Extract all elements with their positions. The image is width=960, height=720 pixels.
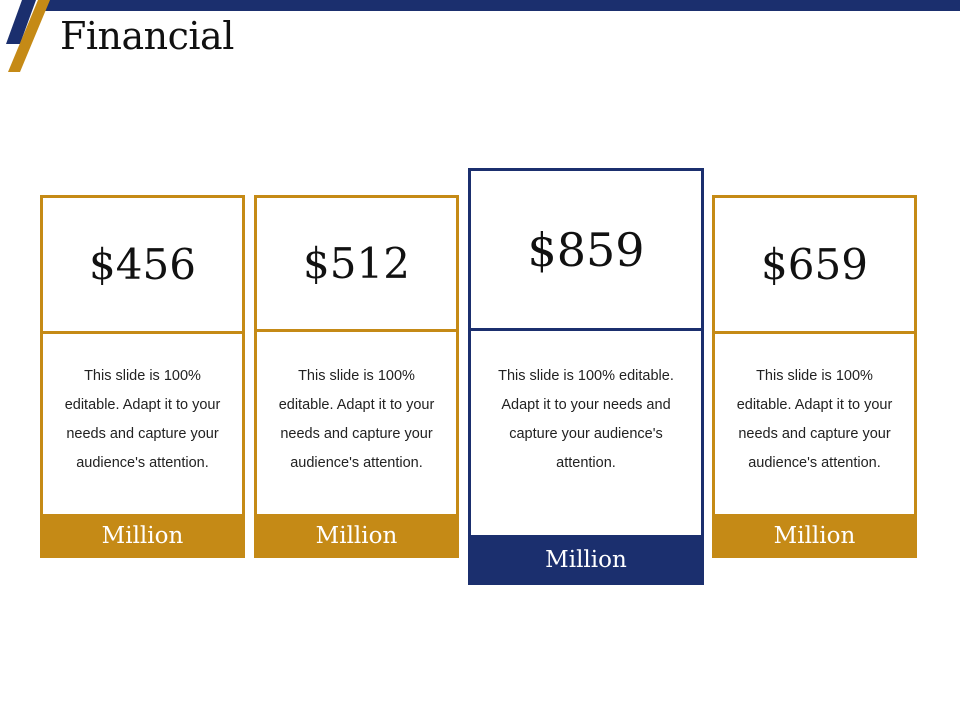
slash-logo-icon	[6, 0, 50, 72]
price-card-4: $659 This slide is 100% editable. Adapt …	[712, 195, 917, 558]
price-value: $859	[527, 222, 645, 277]
card-description: This slide is 100% editable. Adapt it to…	[278, 368, 435, 471]
price-value: $659	[761, 240, 868, 289]
price-card-2: $512 This slide is 100% editable. Adapt …	[254, 195, 459, 558]
unit-label: Million	[468, 535, 704, 585]
card-description: This slide is 100% editable. Adapt it to…	[736, 368, 893, 471]
card-description: This slide is 100% editable. Adapt it to…	[64, 368, 221, 471]
price-box: $512	[257, 198, 456, 332]
slide-title: Financial	[60, 14, 234, 58]
price-card-featured: $859 This slide is 100% editable. Adapt …	[468, 168, 704, 585]
price-card-1: $456 This slide is 100% editable. Adapt …	[40, 195, 245, 558]
price-value: $512	[303, 239, 410, 288]
top-accent-bar	[45, 0, 960, 11]
price-value: $456	[89, 240, 196, 289]
unit-label: Million	[712, 514, 917, 558]
card-description: This slide is 100% editable. Adapt it to…	[498, 368, 674, 471]
unit-label: Million	[254, 514, 459, 558]
price-box: $659	[715, 198, 914, 334]
price-box: $456	[43, 198, 242, 334]
unit-label: Million	[40, 514, 245, 558]
price-box: $859	[471, 171, 701, 331]
